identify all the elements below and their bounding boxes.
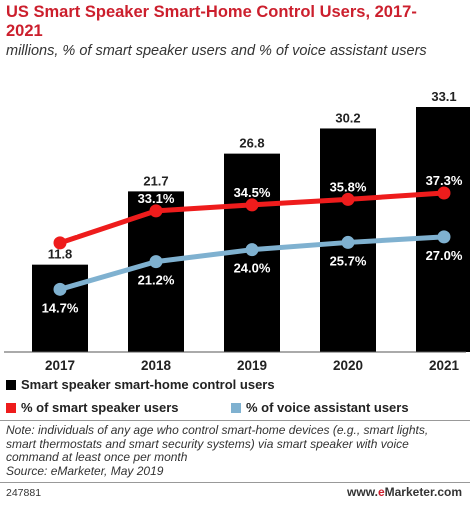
blue-value-label-2018: 21.2% [138,273,175,288]
red-value-label-2021: 37.3% [426,173,463,188]
blue-value-label-2017: 14.7% [42,300,79,315]
bars-layer [32,107,470,352]
bar-value-label-2020: 30.2 [335,110,360,125]
legend-item-blue: % of voice assistant users [231,400,409,415]
brand-e: e [377,485,385,499]
source-text: Source: eMarketer, May 2019 [6,463,164,478]
blue-point-2020 [341,235,355,249]
legend-swatch-red [6,402,16,413]
red-value-label-2020: 35.8% [330,179,367,194]
labels-layer: 11.8 21.7 26.8 30.2 33.1 25.6% 33.1% 34.5% 35.8%… [42,89,463,315]
brand-prefix: www. [347,485,378,499]
bar-value-label-2019: 26.8 [239,136,264,151]
legend-swatch-bars [6,379,16,390]
chart-plot: 11.8 21.7 26.8 30.2 33.1 25.6% 33.1% 34.5% 35.8%… [4,89,470,372]
chart-id: 247881 [6,487,42,499]
legend-swatch-blue [231,402,241,413]
axis-layer: 2017 2018 2019 2020 2021 [4,351,466,372]
legend-item-red: % of smart speaker users [6,400,179,415]
x-tick-label-2018: 2018 [141,358,172,372]
blue-value-label-2021: 27.0% [426,248,463,263]
legend-label-blue: % of voice assistant users [246,400,409,415]
blue-point-2019 [245,243,259,257]
brand-rest: Marketer.com [384,485,462,499]
chart-note: Note: individuals of any age who control… [6,423,461,478]
x-tick-label-2017: 2017 [45,358,75,372]
blue-point-2021 [437,230,451,244]
note-text: Note: individuals of any age who control… [6,423,429,464]
red-value-label-2019: 34.5% [234,185,271,200]
blue-point-2018 [149,255,163,269]
blue-value-label-2019: 24.0% [234,261,271,276]
bar-value-label-2017: 11.8 [48,247,73,262]
footer-divider [0,482,470,483]
x-tick-label-2020: 2020 [333,358,363,372]
red-point-2018 [149,204,163,218]
bar-2021 [416,107,470,352]
red-point-2017 [53,236,67,250]
note-divider [0,420,470,421]
x-tick-label-2021: 2021 [429,358,460,372]
chart-subtitle: millions, % of smart speaker users and %… [6,43,427,59]
blue-value-label-2020: 25.7% [330,253,367,268]
red-value-label-2017: 25.6% [42,223,79,238]
red-point-2021 [437,186,451,200]
lines-layer [53,186,451,296]
legend-label-bars: Smart speaker smart-home control users [21,377,275,392]
red-point-2019 [245,198,259,212]
red-point-2020 [341,192,355,206]
chart-title: US Smart Speaker Smart-Home Control User… [6,3,417,40]
bar-value-label-2018: 21.7 [143,173,168,188]
x-tick-label-2019: 2019 [237,358,267,372]
blue-point-2017 [53,282,67,296]
bar-value-label-2021: 33.1 [431,89,456,104]
red-value-label-2018: 33.1% [138,191,175,206]
brand-link[interactable]: www.eMarketer.com [347,485,462,499]
legend-label-red: % of smart speaker users [21,400,179,415]
bar-2017 [32,264,88,352]
legend-item-bars: Smart speaker smart-home control users [6,377,275,392]
